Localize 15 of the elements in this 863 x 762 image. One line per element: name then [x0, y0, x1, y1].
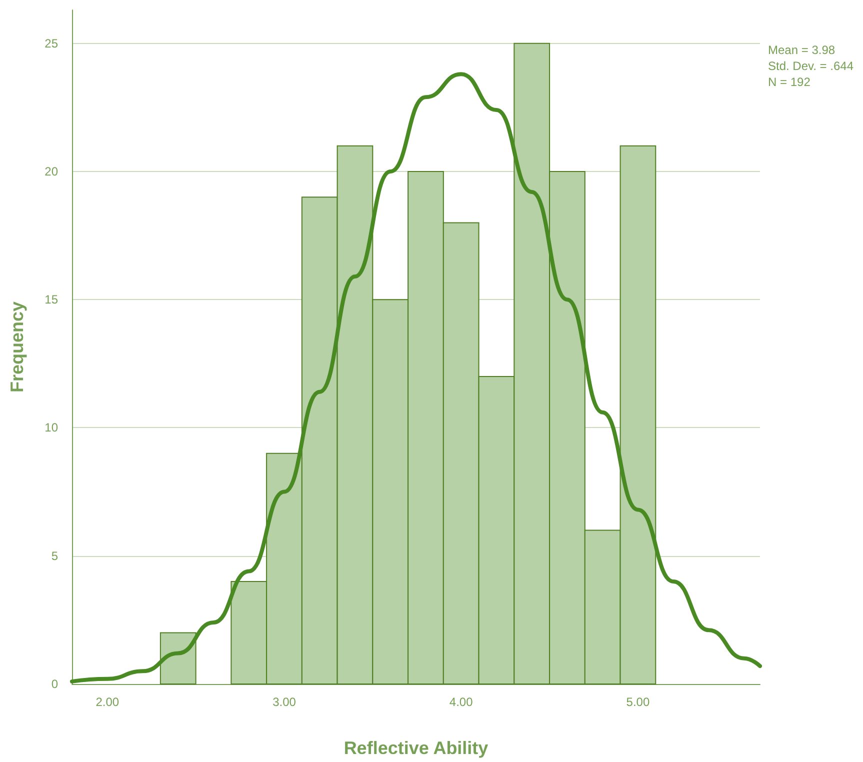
x-tick-label: 5.00: [626, 695, 650, 709]
y-tick-label: 5: [51, 548, 58, 563]
x-tick-label: 2.00: [96, 695, 120, 709]
y-tick-label: 15: [44, 292, 58, 307]
text: Mean = 3.98: [768, 43, 836, 57]
x-tick-label: 4.00: [449, 695, 474, 709]
y-tick-label: 10: [44, 420, 58, 435]
text: N = 192: [768, 75, 811, 89]
y-axis-title: Frequency: [7, 301, 27, 393]
x-tick-label: 3.00: [272, 695, 296, 709]
y-tick-label: 25: [44, 36, 58, 50]
text: Std. Dev. = .644: [768, 59, 854, 73]
y-tick-label: 0: [51, 677, 58, 691]
x-axis-title: Reflective Ability: [344, 738, 488, 758]
y-tick-label: 20: [44, 164, 58, 178]
